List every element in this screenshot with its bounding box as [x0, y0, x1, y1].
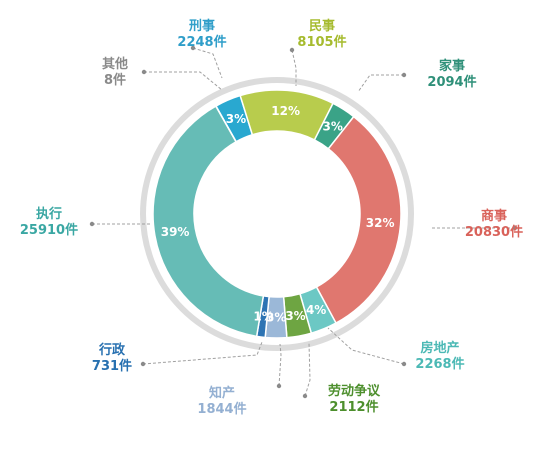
leader-dot-ip	[276, 383, 282, 389]
slice-enforcement	[152, 105, 265, 338]
category-label-commercial: 商事	[481, 208, 507, 224]
category-label-civil: 民事	[309, 18, 335, 34]
leader-line-labor-dispute	[304, 342, 311, 397]
outer-ring	[140, 77, 414, 351]
category-label-other: 其他	[102, 56, 128, 72]
leader-dot-administrative	[140, 361, 146, 367]
value-label-ip: 1844件	[197, 401, 246, 417]
value-label-civil: 8105件	[297, 34, 346, 50]
percent-label-criminal: 3%	[226, 112, 246, 126]
leader-dot-real-estate	[401, 361, 407, 367]
category-label-ip: 知产	[209, 385, 235, 401]
category-label-labor-dispute: 劳动争议	[328, 383, 381, 399]
value-label-administrative: 731件	[92, 358, 132, 374]
percent-label-family: 3%	[322, 120, 342, 134]
leader-line-family	[357, 74, 404, 93]
leader-line-other	[144, 71, 223, 91]
category-label-criminal: 刑事	[189, 18, 215, 34]
value-label-other: 8件	[104, 72, 126, 88]
category-label-family: 家事	[439, 58, 465, 74]
value-label-criminal: 2248件	[177, 34, 226, 50]
leader-dot-other	[141, 69, 147, 75]
percent-label-commercial: 32%	[366, 216, 395, 230]
slice-other	[214, 105, 238, 143]
percent-label-real-estate: 4%	[306, 303, 326, 317]
leader-line-criminal	[192, 47, 223, 79]
value-label-family: 2094件	[427, 74, 476, 90]
percent-label-enforcement: 39%	[161, 225, 190, 239]
value-label-real-estate: 2268件	[415, 356, 464, 372]
value-label-labor-dispute: 2112件	[329, 399, 378, 415]
slice-commercial	[315, 115, 402, 325]
leader-dot-labor-dispute	[302, 393, 308, 399]
leader-dot-commercial	[512, 225, 518, 231]
percent-label-civil: 12%	[271, 104, 300, 118]
leader-line-real-estate	[327, 327, 405, 365]
category-label-administrative: 行政	[98, 342, 126, 358]
leader-dot-family	[401, 72, 407, 78]
leader-dot-criminal	[190, 45, 196, 51]
category-label-real-estate: 房地产	[420, 340, 459, 356]
leader-dot-civil	[289, 47, 295, 53]
percent-label-labor-dispute: 3%	[285, 309, 305, 323]
value-label-enforcement: 25910件	[20, 222, 78, 238]
leader-line-ip	[278, 343, 282, 387]
leader-line-civil	[291, 49, 297, 86]
leader-dot-enforcement	[89, 221, 95, 227]
percent-label-administrative: 1%	[253, 310, 273, 324]
category-label-enforcement: 执行	[36, 206, 62, 222]
value-label-commercial: 20830件	[465, 224, 523, 240]
percent-label-ip: 3%	[266, 310, 286, 324]
